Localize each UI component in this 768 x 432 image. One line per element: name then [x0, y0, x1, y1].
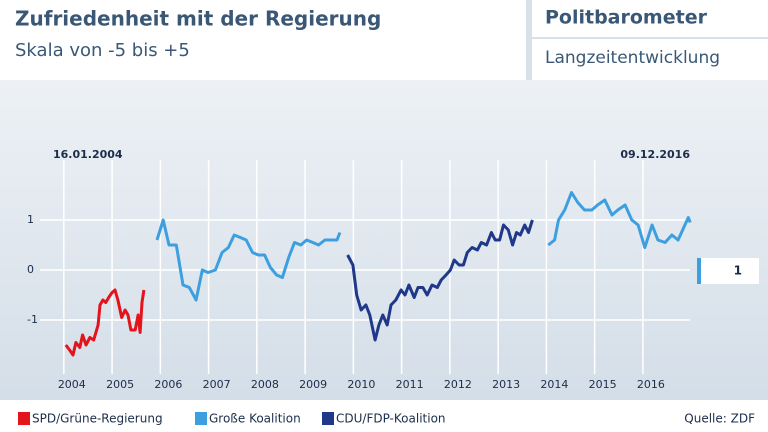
title: Zufriedenheit mit der Regierung [15, 7, 381, 31]
x-tick-label: 2015 [589, 378, 617, 391]
source: Quelle: ZDF [684, 412, 755, 426]
header-separator [526, 0, 532, 80]
series-line [155, 191, 692, 302]
x-tick-label: 2016 [637, 378, 665, 391]
x-tick-label: 2008 [251, 378, 279, 391]
x-tick-label: 2009 [299, 378, 327, 391]
legend-swatch [322, 412, 334, 425]
section: Langzeitentwicklung [545, 48, 720, 68]
start-date: 16.01.2004 [53, 148, 123, 161]
x-tick-label: 2013 [492, 378, 520, 391]
legend-label: CDU/FDP-Koalition [336, 412, 446, 426]
y-tick-label: 0 [27, 263, 34, 276]
plot: -1 0 1 2004 2005 2006 2007 2008 2009 2010 2011 2012… [18, 160, 692, 426]
x-tick-label: 2006 [154, 378, 182, 391]
x-tick-label: 2007 [203, 378, 231, 391]
x-tick-label: 2010 [347, 378, 375, 391]
x-tick-label: 2005 [106, 378, 134, 391]
brand: Politbarometer [545, 7, 708, 29]
series-line [346, 219, 534, 342]
legend-label: SPD/Grüne-Regierung [32, 412, 163, 426]
subtitle: Skala von -5 bis +5 [15, 40, 190, 61]
current-value: 1 [734, 264, 742, 278]
plot-background [0, 80, 768, 400]
end-date: 09.12.2016 [620, 148, 690, 161]
current-box [697, 258, 759, 284]
legend-swatch [195, 412, 207, 425]
x-tick-label: 2004 [58, 378, 86, 391]
legend-label: Große Koalition [209, 412, 301, 426]
y-tick-label: -1 [27, 313, 38, 326]
x-tick-label: 2012 [444, 378, 472, 391]
y-tick-label: 1 [27, 213, 34, 226]
x-tick-label: 2011 [396, 378, 424, 391]
x-tick-label: 2014 [540, 378, 568, 391]
legend-swatch [18, 412, 30, 425]
current-marker [697, 258, 701, 284]
series-line [64, 288, 146, 357]
